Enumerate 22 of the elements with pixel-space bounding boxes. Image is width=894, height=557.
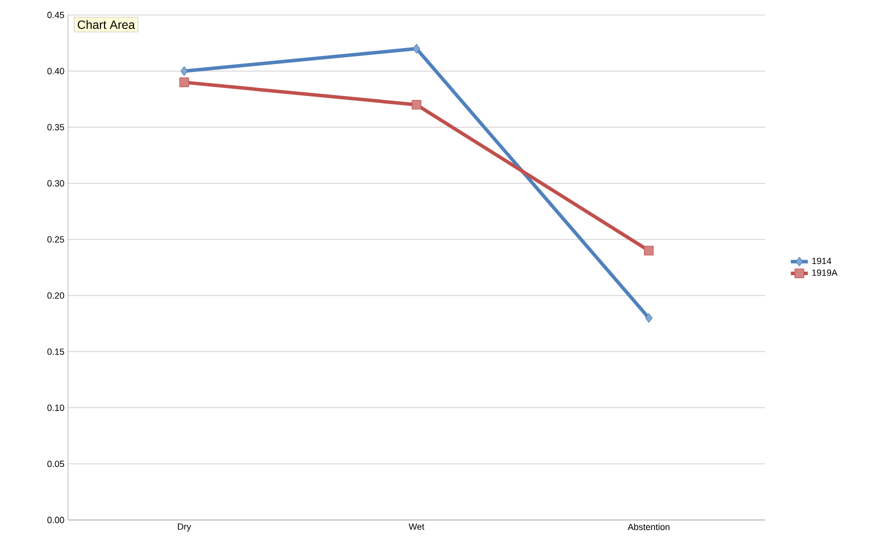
y-tick-label: 0.15 xyxy=(47,348,64,355)
point xyxy=(412,44,420,54)
y-tick-label: 0.25 xyxy=(47,236,64,243)
y-tick-label: 0.00 xyxy=(47,516,64,524)
point xyxy=(179,78,189,88)
x-tick-label: Wet xyxy=(408,524,424,530)
legend-label: 1914 xyxy=(812,258,832,264)
point xyxy=(644,246,654,256)
y-tick-label: 0.10 xyxy=(47,404,64,411)
y-tick-label: 0.20 xyxy=(47,292,64,299)
y-tick-label: 0.45 xyxy=(47,12,64,18)
point xyxy=(412,100,422,110)
legend-label: 1919A xyxy=(812,269,838,276)
y-tick-label: 0.30 xyxy=(47,180,64,186)
annotation: Chart Area xyxy=(78,20,135,29)
y-tick-label: 0.05 xyxy=(47,460,64,468)
y-tick-label: 0.40 xyxy=(47,68,64,74)
x-tick-label: Abstention xyxy=(628,524,670,530)
y-tick-label: 0.35 xyxy=(47,124,64,130)
x-tick-label: Dry xyxy=(178,524,192,532)
point xyxy=(645,313,652,323)
point xyxy=(180,66,188,76)
